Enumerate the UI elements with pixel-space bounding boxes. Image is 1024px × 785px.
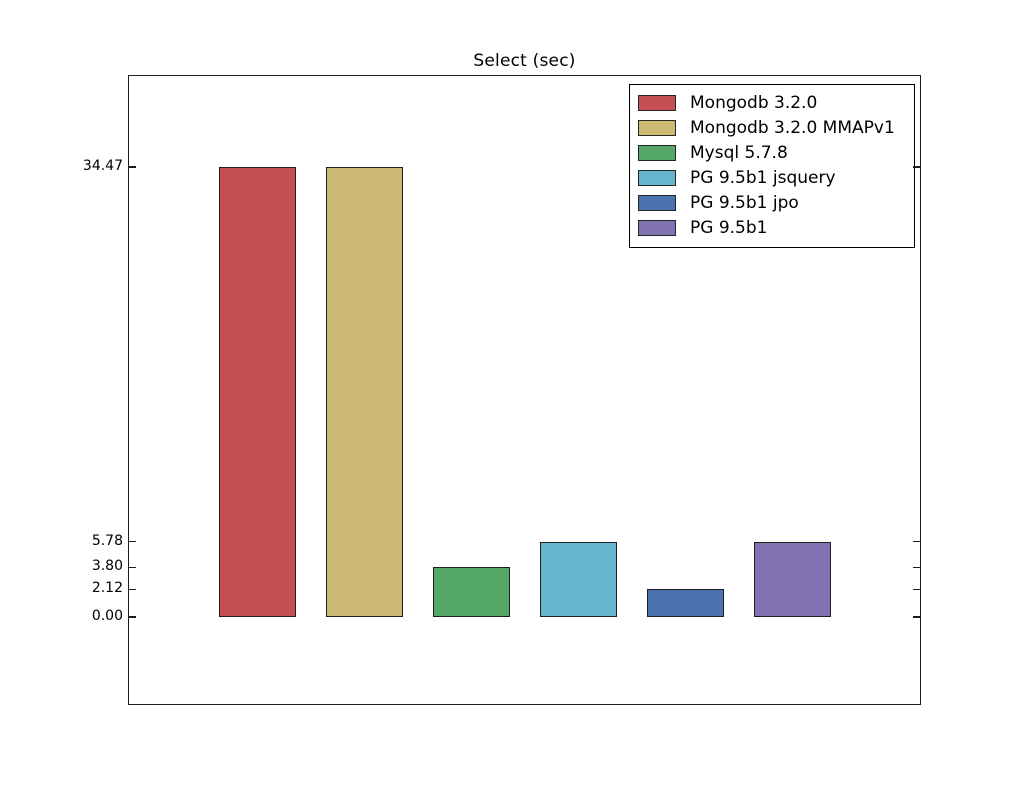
y-tick-left — [129, 588, 136, 591]
y-tick-label: 0.00 — [91, 608, 123, 624]
legend-item: Mongodb 3.2.0 — [638, 91, 914, 116]
chart-title: Select (sec) — [473, 51, 576, 71]
bar-pg-9-5b1-jpo — [646, 589, 724, 617]
legend-label: PG 9.5b1 jsquery — [690, 167, 836, 188]
legend-swatch-pg-9-5b1-jpo — [638, 194, 676, 211]
y-tick-right — [913, 588, 920, 591]
y-tick-left — [129, 540, 136, 543]
legend-item: Mongodb 3.2.0 MMAPv1 — [638, 116, 914, 141]
bar-pg-9-5b1 — [753, 541, 831, 617]
y-tick-right — [913, 616, 920, 618]
y-tick-label: 3.80 — [91, 558, 123, 575]
legend-swatch-mongodb-3-2-0 — [638, 95, 676, 112]
legend-swatch-pg-9-5b1-jsquery — [638, 169, 676, 186]
y-tick-right — [913, 566, 920, 569]
y-tick-label: 5.78 — [91, 532, 123, 549]
bar-mysql-5-7-8 — [432, 567, 510, 617]
legend-label: PG 9.5b1 jpo — [690, 192, 799, 213]
y-tick-left — [129, 166, 136, 168]
bar-pg-9-5b1-jsquery — [539, 541, 617, 617]
bar-mongodb-3-2-0-mmapv1 — [325, 166, 403, 617]
legend-label: Mongodb 3.2.0 — [690, 93, 818, 114]
y-tick-right — [913, 166, 920, 168]
legend-item: PG 9.5b1 jsquery — [638, 165, 914, 190]
legend-swatch-mysql-5-7-8 — [638, 145, 676, 162]
y-tick-left — [129, 566, 136, 569]
legend-item: PG 9.5b1 — [638, 215, 914, 240]
legend-swatch-pg-9-5b1 — [638, 219, 676, 236]
y-tick-label: 34.47 — [82, 157, 123, 174]
bar-mongodb-3-2-0 — [218, 166, 296, 617]
legend-item: PG 9.5b1 jpo — [638, 190, 914, 215]
legend-label: Mysql 5.7.8 — [690, 143, 788, 164]
legend: Mongodb 3.2.0 Mongodb 3.2.0 MMAPv1 Mysql… — [629, 84, 915, 248]
y-tick-left — [129, 616, 136, 618]
legend-item: Mysql 5.7.8 — [638, 141, 914, 166]
plot-area — [128, 75, 921, 705]
legend-swatch-mongodb-3-2-0-mmapv1 — [638, 120, 676, 137]
legend-label: PG 9.5b1 — [690, 217, 768, 238]
y-tick-right — [913, 540, 920, 543]
legend-label: Mongodb 3.2.0 MMAPv1 — [690, 118, 895, 139]
y-tick-label: 2.12 — [91, 580, 123, 597]
